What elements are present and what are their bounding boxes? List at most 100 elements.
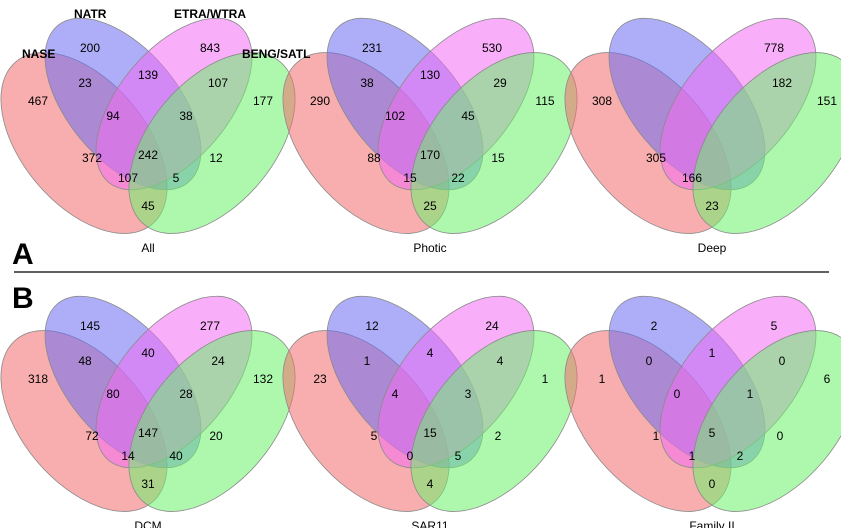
set-label-etra-wtra: ETRA/WTRA (174, 7, 246, 21)
region-count-ac: 372 (82, 151, 102, 165)
region-count-abcd: 242 (138, 148, 158, 162)
region-count-acd: 107 (118, 171, 138, 185)
region-count-bcd: 3 (465, 387, 472, 401)
region-count-abc: 4 (392, 387, 399, 401)
region-count-a: 318 (28, 372, 48, 386)
set-ellipse-beng (692, 52, 841, 234)
region-count-d: 177 (253, 94, 273, 108)
region-count-abd: 5 (455, 449, 462, 463)
region-count-abc: 0 (674, 387, 681, 401)
region-count-c: 5 (771, 319, 778, 333)
region-count-d: 151 (817, 94, 837, 108)
region-count-d: 6 (824, 372, 831, 386)
region-count-bd: 12 (209, 151, 223, 165)
region-count-cd: 24 (211, 354, 225, 368)
region-count-bc: 1 (709, 346, 716, 360)
region-count-ac: 88 (367, 151, 381, 165)
region-count-ad: 23 (705, 199, 719, 213)
region-count-ab: 1 (364, 354, 371, 368)
diagram-caption: Photic (413, 241, 446, 255)
region-count-abcd: 15 (423, 426, 437, 440)
region-count-b: 2 (651, 319, 658, 333)
region-count-b: 231 (362, 41, 382, 55)
region-count-bc: 40 (141, 346, 155, 360)
region-count-acd: 1 (689, 449, 696, 463)
region-count-abc: 80 (106, 387, 120, 401)
set-label-beng-satl: BENG/SATL (242, 47, 310, 61)
diagram-caption: All (141, 241, 154, 255)
region-count-acd: 0 (407, 449, 414, 463)
region-count-ab: 48 (78, 354, 92, 368)
region-count-bc: 139 (138, 68, 158, 82)
region-count-b: 145 (80, 319, 100, 333)
diagram-caption: DCM (134, 519, 161, 528)
region-count-abcd: 5 (709, 426, 716, 440)
region-count-ad: 4 (427, 477, 434, 491)
venn-diagram-all: 467 200 843 177 23 139 107 94 38 372 242 12 107 5 45 Al… (0, 17, 296, 255)
set-label-natr: NATR (74, 7, 107, 21)
region-count-abc: 94 (106, 109, 120, 123)
region-count-abc: 102 (385, 109, 405, 123)
region-count-a: 467 (28, 94, 48, 108)
region-count-d: 1 (542, 372, 549, 386)
diagram-caption: Family II (689, 519, 734, 528)
region-count-bd: 20 (209, 429, 223, 443)
region-count-ab: 23 (78, 76, 92, 90)
region-count-bcd: 28 (179, 387, 193, 401)
set-ellipse-beng (692, 330, 841, 512)
region-count-abd: 22 (451, 171, 465, 185)
region-count-c: 277 (200, 319, 220, 333)
region-count-c: 843 (200, 41, 220, 55)
region-count-acd: 166 (682, 171, 702, 185)
region-count-acd: 15 (403, 171, 417, 185)
region-count-bd: 2 (495, 429, 502, 443)
region-count-abd: 2 (737, 449, 744, 463)
region-count-a: 23 (313, 372, 327, 386)
diagram-caption: SAR11 (411, 519, 448, 528)
region-count-c: 778 (764, 41, 784, 55)
region-count-cd: 182 (772, 76, 792, 90)
region-count-d: 115 (535, 94, 554, 108)
region-count-ac: 5 (371, 429, 378, 443)
region-count-a: 308 (592, 94, 612, 108)
venn-diagram-sar11: 23 12 24 1 1 4 4 4 3 5 15 2 0 5 4 SAR11 (282, 295, 578, 528)
region-count-bcd: 38 (179, 109, 193, 123)
region-count-bd: 0 (777, 429, 784, 443)
region-count-cd: 4 (497, 354, 504, 368)
region-count-a: 290 (310, 94, 330, 108)
region-count-bd: 15 (491, 151, 505, 165)
region-count-ad: 25 (423, 199, 437, 213)
region-count-ad: 31 (141, 477, 155, 491)
region-count-abd: 5 (173, 171, 180, 185)
region-count-c: 24 (485, 319, 499, 333)
region-count-bcd: 45 (461, 109, 475, 123)
set-ellipse-beng (410, 52, 578, 234)
region-count-b: 200 (80, 41, 100, 55)
region-count-acd: 14 (121, 449, 135, 463)
region-count-abcd: 170 (420, 148, 440, 162)
panel-label-a: A (12, 238, 34, 271)
set-ellipse-beng (128, 330, 296, 512)
region-count-ac: 305 (646, 151, 666, 165)
region-count-ab: 0 (646, 354, 653, 368)
diagram-caption: Deep (698, 241, 727, 255)
region-count-cd: 0 (779, 354, 786, 368)
set-ellipse-beng (410, 330, 578, 512)
region-count-ad: 0 (709, 477, 716, 491)
region-count-ad: 45 (141, 199, 155, 213)
region-count-bc: 4 (427, 346, 434, 360)
region-count-ac: 1 (653, 429, 660, 443)
region-count-cd: 29 (493, 76, 507, 90)
region-count-abd: 40 (169, 449, 183, 463)
region-count-c: 530 (482, 41, 502, 55)
region-count-bcd: 1 (747, 387, 754, 401)
set-ellipse-beng (128, 52, 296, 234)
region-count-d: 132 (253, 372, 273, 386)
region-count-ab: 38 (360, 76, 374, 90)
region-count-bc: 130 (420, 68, 440, 82)
region-count-abcd: 147 (138, 426, 158, 440)
